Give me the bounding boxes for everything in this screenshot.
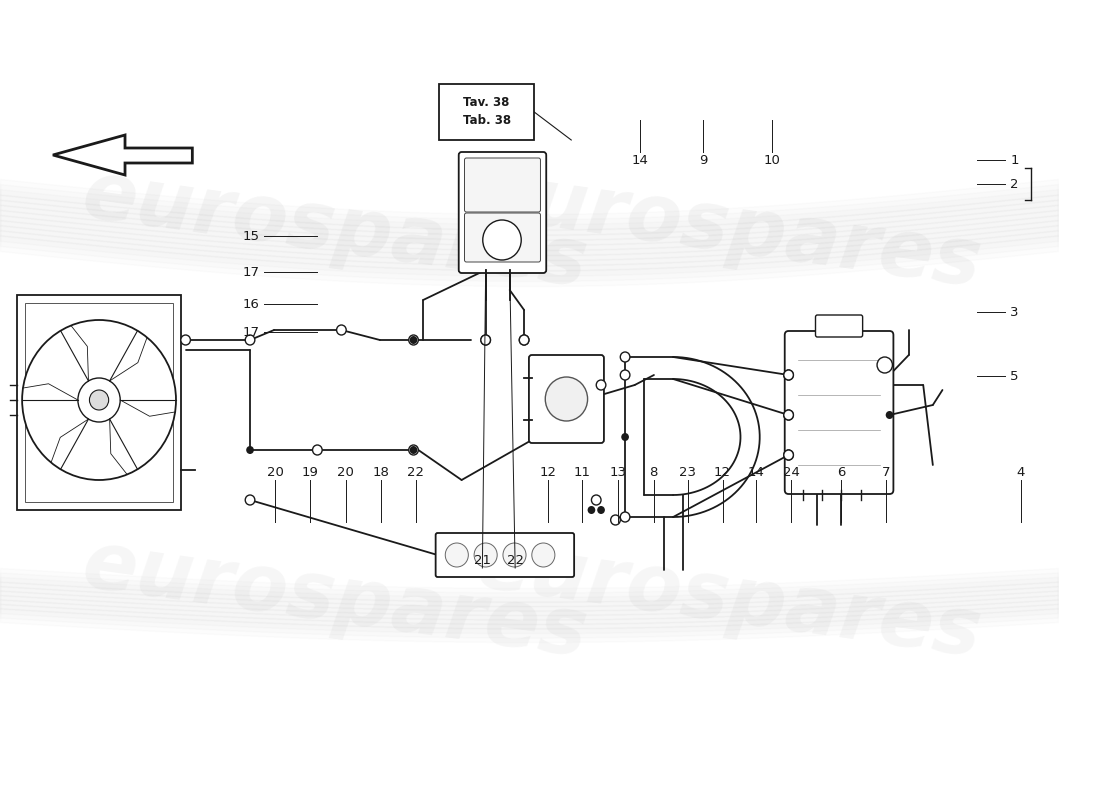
- Circle shape: [596, 380, 606, 390]
- Circle shape: [784, 450, 793, 460]
- Text: 12: 12: [539, 466, 557, 478]
- Circle shape: [784, 370, 793, 380]
- Circle shape: [592, 495, 601, 505]
- Circle shape: [409, 335, 418, 345]
- Text: 14: 14: [748, 466, 764, 478]
- Text: 22: 22: [507, 554, 524, 566]
- Circle shape: [877, 357, 892, 373]
- Text: 14: 14: [631, 154, 648, 166]
- Text: 17: 17: [242, 326, 260, 338]
- Circle shape: [481, 335, 491, 345]
- Circle shape: [474, 543, 497, 567]
- FancyBboxPatch shape: [464, 158, 540, 212]
- Text: 21: 21: [474, 554, 491, 566]
- Text: 11: 11: [573, 466, 591, 478]
- Text: 13: 13: [609, 466, 626, 478]
- FancyBboxPatch shape: [439, 84, 535, 140]
- Text: 5: 5: [1010, 370, 1019, 382]
- FancyBboxPatch shape: [436, 533, 574, 577]
- Text: 19: 19: [301, 466, 318, 478]
- Text: eurospares: eurospares: [471, 526, 986, 674]
- Circle shape: [546, 377, 587, 421]
- Circle shape: [409, 445, 418, 455]
- Text: 8: 8: [650, 466, 658, 478]
- Circle shape: [519, 335, 529, 345]
- Text: 20: 20: [338, 466, 354, 478]
- Circle shape: [886, 411, 893, 419]
- Circle shape: [503, 543, 526, 567]
- Circle shape: [245, 335, 255, 345]
- FancyBboxPatch shape: [459, 152, 547, 273]
- Circle shape: [621, 433, 629, 441]
- Circle shape: [587, 506, 595, 514]
- Text: 6: 6: [837, 466, 845, 478]
- Circle shape: [620, 370, 630, 380]
- Text: 7: 7: [882, 466, 891, 478]
- Text: 9: 9: [700, 154, 707, 166]
- Circle shape: [597, 506, 605, 514]
- Circle shape: [531, 543, 554, 567]
- Circle shape: [180, 335, 190, 345]
- Circle shape: [784, 410, 793, 420]
- Circle shape: [89, 390, 109, 410]
- Circle shape: [610, 515, 620, 525]
- Circle shape: [245, 495, 255, 505]
- FancyBboxPatch shape: [815, 315, 862, 337]
- Circle shape: [22, 320, 176, 480]
- FancyBboxPatch shape: [529, 355, 604, 443]
- Text: 24: 24: [783, 466, 800, 478]
- Text: eurospares: eurospares: [471, 156, 986, 304]
- Circle shape: [409, 336, 417, 344]
- FancyBboxPatch shape: [25, 303, 173, 502]
- Circle shape: [312, 445, 322, 455]
- Circle shape: [784, 450, 793, 460]
- Text: 2: 2: [1010, 178, 1019, 190]
- Circle shape: [481, 335, 491, 345]
- Circle shape: [337, 325, 346, 335]
- FancyBboxPatch shape: [784, 331, 893, 494]
- Circle shape: [519, 335, 529, 345]
- Circle shape: [620, 512, 630, 522]
- Text: 15: 15: [242, 230, 260, 242]
- Text: 3: 3: [1010, 306, 1019, 318]
- Circle shape: [246, 446, 254, 454]
- Circle shape: [446, 543, 469, 567]
- Text: 4: 4: [1016, 466, 1025, 478]
- Circle shape: [409, 446, 417, 454]
- Circle shape: [78, 378, 120, 422]
- Text: 18: 18: [373, 466, 389, 478]
- Text: 23: 23: [679, 466, 696, 478]
- FancyBboxPatch shape: [464, 213, 540, 262]
- Text: Tav. 38
Tab. 38: Tav. 38 Tab. 38: [462, 97, 510, 127]
- Circle shape: [620, 352, 630, 362]
- Text: eurospares: eurospares: [77, 526, 592, 674]
- Text: 20: 20: [266, 466, 284, 478]
- Text: 1: 1: [1010, 154, 1019, 166]
- Text: 16: 16: [242, 298, 260, 310]
- FancyBboxPatch shape: [18, 295, 180, 510]
- Text: eurospares: eurospares: [77, 156, 592, 304]
- Circle shape: [784, 370, 793, 380]
- Text: 17: 17: [242, 266, 260, 278]
- Circle shape: [784, 410, 793, 420]
- Text: 22: 22: [407, 466, 425, 478]
- Text: 12: 12: [714, 466, 732, 478]
- Text: 10: 10: [763, 154, 781, 166]
- Circle shape: [483, 220, 521, 260]
